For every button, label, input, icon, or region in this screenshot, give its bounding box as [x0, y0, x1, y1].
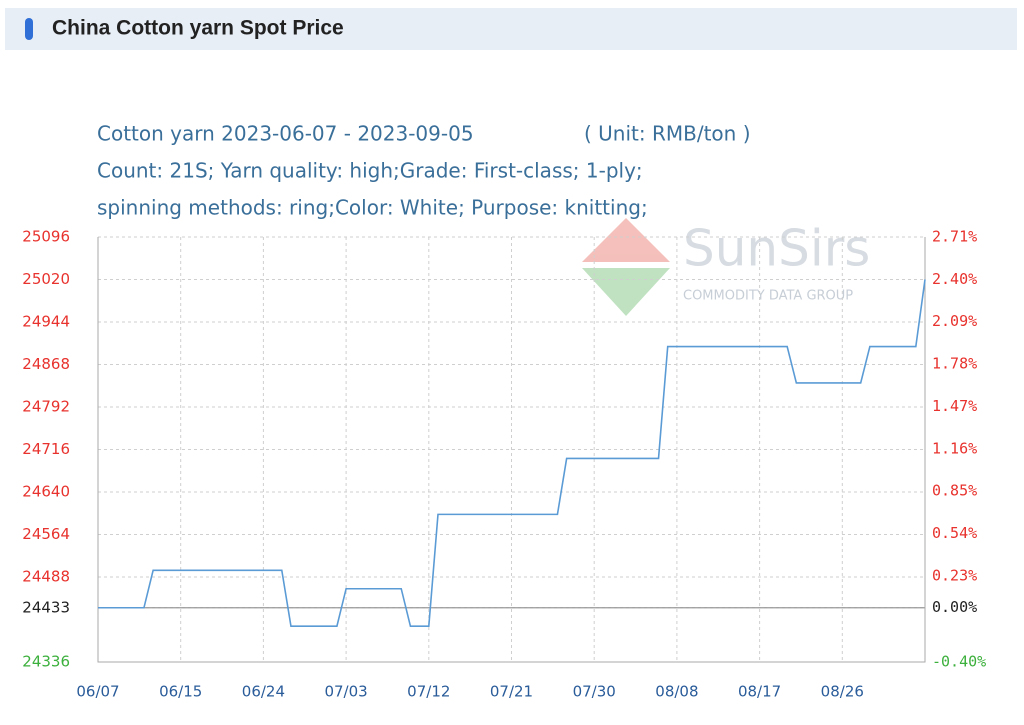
y2-tick-label: 1.16%: [932, 439, 977, 457]
y2-tick-label: -0.40%: [932, 653, 986, 671]
y2-tick-label: 0.85%: [932, 482, 977, 500]
y-tick-label: 24433: [22, 598, 70, 616]
y2-tick-label: 2.09%: [932, 312, 977, 330]
x-tick-label: 06/15: [159, 683, 202, 701]
y2-tick-label: 0.00%: [932, 598, 977, 616]
chart-unit: ( Unit: RMB/ton ): [584, 122, 751, 146]
watermark-logo: [582, 218, 670, 316]
y-tick-label: 24944: [22, 313, 70, 331]
y-tick-label: 24336: [22, 653, 70, 671]
y2-tick-label: 1.47%: [932, 397, 977, 415]
x-tick-label: 07/21: [490, 683, 533, 701]
y-tick-label: 24640: [22, 483, 70, 501]
x-tick-label: 08/17: [738, 683, 781, 701]
header-icon: [25, 18, 33, 40]
y-tick-label: 24716: [22, 440, 70, 458]
x-tick-label: 06/07: [76, 683, 119, 701]
y2-tick-label: 0.54%: [932, 524, 977, 542]
y-tick-label: 25096: [22, 228, 70, 246]
y2-tick-label: 1.78%: [932, 355, 977, 373]
y2-tick-label: 2.71%: [932, 228, 977, 246]
x-tick-label: 07/30: [573, 683, 616, 701]
chart-note: spinning methods: ring;Color: White; Pur…: [97, 196, 648, 220]
watermark-tagline: COMMODITY DATA GROUP: [683, 289, 853, 304]
y-tick-label: 24792: [22, 398, 70, 416]
x-tick-label: 08/08: [655, 683, 698, 701]
x-tick-label: 07/12: [407, 683, 450, 701]
header-bar: [5, 8, 1017, 50]
y-tick-label: 24868: [22, 355, 70, 373]
y-tick-label: 25020: [22, 270, 70, 288]
price-line: [98, 279, 926, 628]
header-title: China Cotton yarn Spot Price: [52, 17, 344, 40]
watermark-name: SunSirs: [683, 220, 870, 278]
x-tick-label: 06/24: [242, 683, 285, 701]
chart-title: Cotton yarn 2023-06-07 - 2023-09-05: [97, 122, 474, 146]
x-tick-label: 08/26: [821, 683, 864, 701]
y-tick-label: 24564: [22, 525, 70, 543]
plot-frame: [97, 237, 926, 663]
chart-note: Count: 21S; Yarn quality: high;Grade: Fi…: [97, 159, 643, 183]
y2-tick-label: 2.40%: [932, 270, 977, 288]
x-tick-label: 07/03: [324, 683, 367, 701]
y-tick-label: 24488: [22, 568, 70, 586]
y2-tick-label: 0.23%: [932, 566, 977, 584]
